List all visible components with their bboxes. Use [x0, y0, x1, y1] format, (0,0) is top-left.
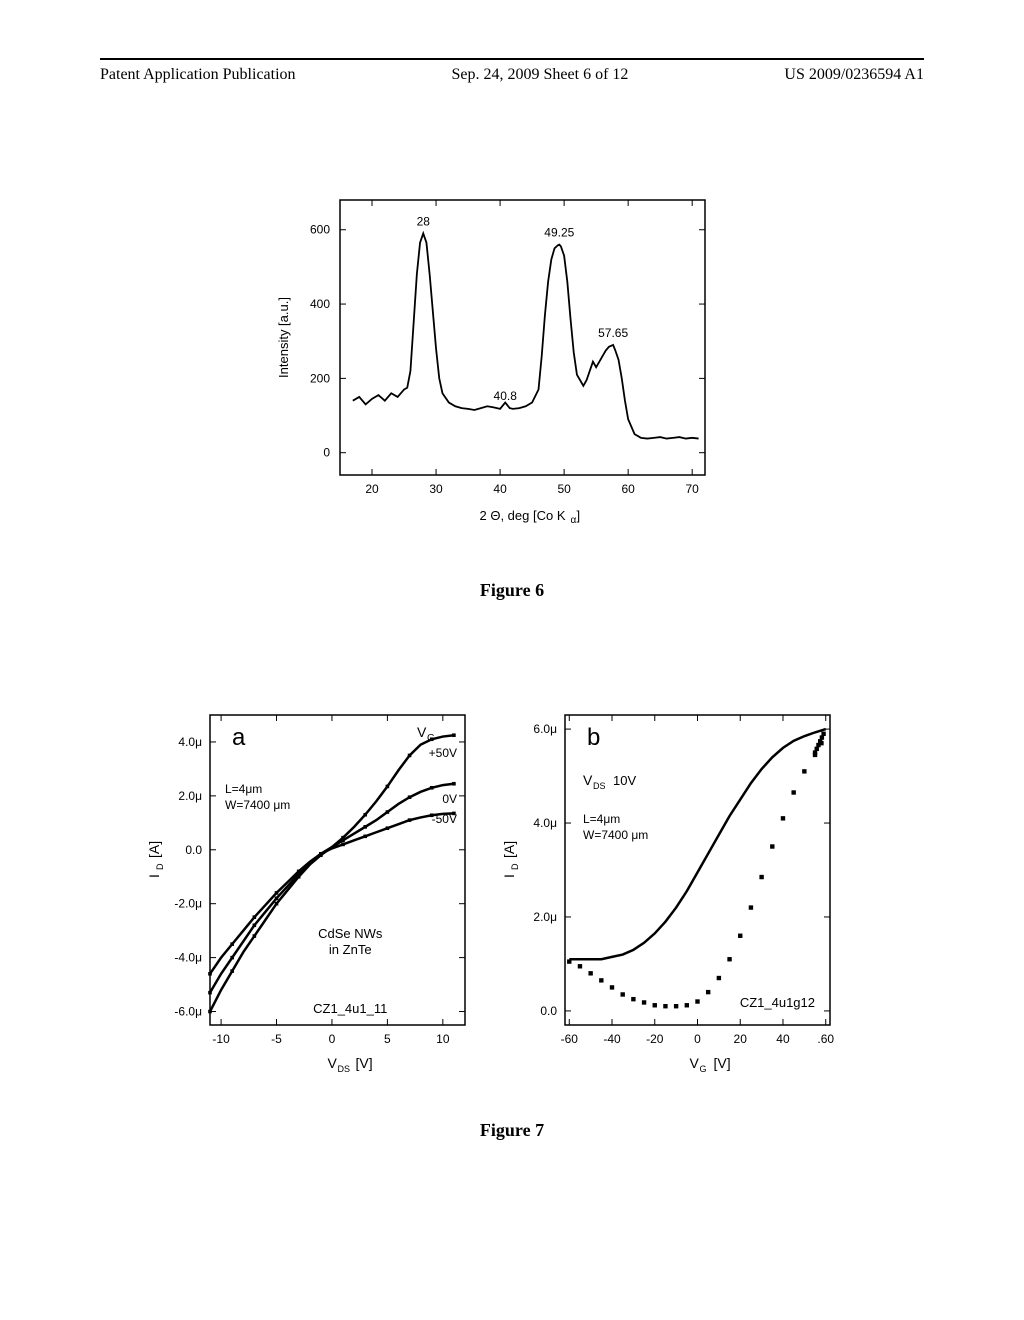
svg-text:[V]: [V]: [714, 1055, 731, 1071]
svg-text:I: I: [146, 874, 162, 878]
svg-text:DS: DS: [338, 1064, 351, 1074]
svg-text:0: 0: [694, 1032, 701, 1046]
svg-text:20: 20: [365, 482, 379, 496]
svg-text:40: 40: [493, 482, 507, 496]
svg-text:60: 60: [621, 482, 635, 496]
svg-text:0.0: 0.0: [185, 843, 202, 857]
svg-text:49.25: 49.25: [544, 226, 574, 240]
svg-text:CdSe NWs: CdSe NWs: [318, 926, 383, 941]
figure-7-caption: Figure 7: [0, 1120, 1024, 1141]
svg-text:.60: .60: [817, 1032, 834, 1046]
svg-text:-5: -5: [271, 1032, 282, 1046]
svg-text:600: 600: [310, 223, 330, 237]
svg-text:57.65: 57.65: [598, 326, 628, 340]
svg-text:-20: -20: [646, 1032, 664, 1046]
svg-text:L=4μm: L=4μm: [583, 812, 620, 826]
svg-text:5: 5: [384, 1032, 391, 1046]
svg-text:4.0μ: 4.0μ: [178, 735, 202, 749]
figure-7-panel-b: -60-40-2002040.600.02.0μ4.0μ6.0μbVDS10VL…: [500, 700, 840, 1080]
svg-text:40: 40: [776, 1032, 790, 1046]
svg-text:V: V: [417, 724, 427, 740]
svg-text:[V]: [V]: [356, 1055, 373, 1071]
svg-text:-50V: -50V: [432, 812, 457, 826]
svg-text:I: I: [501, 874, 517, 878]
svg-text:10: 10: [436, 1032, 450, 1046]
svg-text:L=4μm: L=4μm: [225, 782, 262, 796]
figure-6: 20 30 40 50 60 70 0 200 400 600 28 40.8 49.25 57.65 2 …: [270, 180, 720, 530]
page-header: Patent Application Publication Sep. 24, …: [0, 58, 1024, 84]
svg-text:W=7400 μm: W=7400 μm: [225, 798, 290, 812]
svg-text:b: b: [587, 724, 600, 751]
svg-text:CZ1_4u1g12: CZ1_4u1g12: [740, 995, 815, 1010]
svg-text:2.0μ: 2.0μ: [533, 910, 557, 924]
svg-text:20: 20: [734, 1032, 748, 1046]
svg-text:W=7400 μm: W=7400 μm: [583, 828, 648, 842]
svg-text:-6.0μ: -6.0μ: [174, 1005, 202, 1019]
header-right: US 2009/0236594 A1: [784, 66, 924, 84]
svg-text:G: G: [700, 1064, 707, 1074]
svg-text:70: 70: [686, 482, 700, 496]
svg-text:D: D: [155, 863, 165, 870]
figure-6-caption: Figure 6: [0, 580, 1024, 601]
svg-text:50: 50: [557, 482, 571, 496]
svg-text:CZ1_4u1_11: CZ1_4u1_11: [313, 1001, 387, 1016]
svg-text:DS: DS: [593, 781, 606, 791]
svg-text:a: a: [232, 724, 246, 751]
svg-text:0: 0: [329, 1032, 336, 1046]
svg-text:28: 28: [417, 214, 431, 228]
svg-text:[A]: [A]: [501, 841, 517, 858]
svg-text:6.0μ: 6.0μ: [533, 722, 557, 736]
svg-text:]: ]: [577, 508, 581, 523]
svg-text:-10: -10: [212, 1032, 230, 1046]
header-center: Sep. 24, 2009 Sheet 6 of 12: [452, 66, 629, 84]
svg-text:D: D: [510, 863, 520, 870]
svg-text:0V: 0V: [442, 792, 457, 806]
svg-text:V: V: [583, 772, 593, 788]
svg-text:2.0μ: 2.0μ: [178, 789, 202, 803]
svg-text:-40: -40: [603, 1032, 621, 1046]
header-left: Patent Application Publication: [100, 66, 296, 84]
svg-text:10V: 10V: [613, 773, 636, 788]
svg-text:400: 400: [310, 297, 330, 311]
svg-text:200: 200: [310, 371, 330, 385]
svg-text:4.0μ: 4.0μ: [533, 816, 557, 830]
svg-text:2 Θ, deg [Co K: 2 Θ, deg [Co K: [480, 508, 566, 523]
svg-text:in ZnTe: in ZnTe: [329, 942, 372, 957]
svg-text:[A]: [A]: [146, 841, 162, 858]
svg-text:Intensity [a.u.]: Intensity [a.u.]: [276, 297, 291, 378]
svg-text:0.0: 0.0: [540, 1004, 557, 1018]
svg-text:V: V: [328, 1055, 338, 1071]
svg-text:-2.0μ: -2.0μ: [174, 897, 202, 911]
header-rule: [100, 58, 924, 60]
svg-text:0: 0: [323, 446, 330, 460]
svg-text:V: V: [690, 1055, 700, 1071]
svg-text:-60: -60: [561, 1032, 579, 1046]
svg-text:G: G: [427, 733, 435, 744]
svg-text:-4.0μ: -4.0μ: [174, 951, 202, 965]
figure-7-panel-a: -10-50510-6.0μ-4.0μ-2.0μ0.02.0μ4.0μaVG+5…: [145, 700, 475, 1080]
svg-text:+50V: +50V: [429, 746, 457, 760]
svg-text:40.8: 40.8: [494, 389, 518, 403]
svg-text:30: 30: [429, 482, 443, 496]
